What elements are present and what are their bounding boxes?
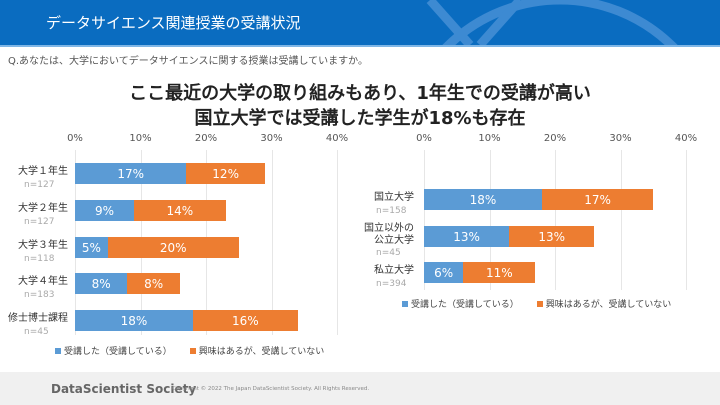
legend-swatch [536, 301, 543, 307]
category-label: 国立大学 [374, 192, 414, 203]
category-label: 大学４年生 [18, 276, 68, 287]
legend-swatch [189, 348, 196, 354]
bar-interested: 20% [107, 237, 239, 258]
gridline [555, 150, 556, 290]
gridline [620, 150, 622, 290]
legend-label: 興味はあるが、受講していない [545, 300, 672, 310]
bar-interested: 8% [127, 273, 180, 294]
legend-item: 受講した（受講している） [402, 297, 519, 310]
sample-size: n=127 [24, 180, 55, 190]
bar-took: 18% [75, 310, 193, 331]
x-tick-label: 40% [674, 133, 698, 144]
bar-took: 8% [75, 273, 128, 294]
gridline [489, 150, 491, 290]
header-divider [0, 45, 720, 47]
gridline [271, 150, 273, 335]
bar-interested: 12% [186, 163, 265, 184]
legend-swatch [55, 348, 61, 354]
bar-took: 13% [424, 226, 510, 247]
bar-interested: 16% [192, 310, 298, 331]
legend-label: 受講した（受講している） [64, 347, 172, 357]
headline-1: ここ最近の大学の取り組みもあり、1年生での受講が高い [129, 83, 591, 104]
bar-interested: 17% [541, 189, 654, 210]
category-label: 大学３年生 [18, 240, 68, 251]
bar-interested: 14% [133, 200, 226, 221]
legend-item: 興味はあるが、受講していない [189, 344, 325, 357]
legend-swatch [402, 301, 408, 307]
gridline [337, 150, 338, 335]
footer-copyright: Copyright © 2022 The Japan DataScientist… [172, 386, 370, 392]
header-banner: データサイエンス関連授業の受講状況 [0, 0, 720, 45]
legend: 受講した（受講している） 興味はあるが、受講していない [55, 344, 324, 357]
x-tick-label: 20% [543, 133, 567, 144]
bar-interested: 13% [509, 226, 595, 247]
headline-2: 国立大学では受講した学生が18%も存在 [194, 108, 526, 129]
category-label: 大学２年生 [18, 203, 68, 214]
sample-size: n=45 [24, 327, 49, 337]
x-tick-label: 20% [194, 133, 218, 144]
legend-item: 興味はあるが、受講していない [536, 297, 672, 310]
bar-took: 9% [75, 200, 134, 221]
x-tick-label: 30% [260, 133, 283, 144]
footer-brand: DataScientist Society [51, 382, 197, 396]
category-label: 国立以外の 公立大学 [364, 223, 414, 246]
page-title: データサイエンス関連授業の受講状況 [46, 14, 301, 32]
x-tick-label: 0% [67, 133, 83, 144]
gridline [424, 150, 425, 290]
legend: 受講した（受講している） 興味はあるが、受講していない [402, 297, 671, 310]
bar-took: 5% [75, 237, 108, 258]
x-tick-label: 40% [325, 133, 349, 144]
x-tick-label: 0% [416, 133, 432, 144]
footer: DataScientist Society Copyright © 2022 T… [0, 372, 720, 405]
sample-size: n=127 [24, 217, 55, 227]
category-label: 私立大学 [374, 265, 414, 276]
bar-took: 18% [424, 189, 542, 210]
category-label: 修士博士課程 [8, 313, 68, 324]
bar-took: 6% [424, 262, 464, 283]
x-tick-label: 10% [129, 133, 152, 144]
sample-size: n=45 [376, 248, 401, 258]
sample-size: n=394 [376, 279, 407, 289]
x-tick-label: 10% [478, 133, 501, 144]
sample-size: n=183 [24, 290, 55, 300]
gridline [686, 150, 687, 290]
legend-item: 受講した（受講している） [55, 344, 172, 357]
sample-size: n=158 [376, 206, 407, 216]
survey-question: Q.あなたは、大学においてデータサイエンスに関する授業は受講していますか。 [8, 56, 368, 67]
category-label: 大学１年生 [18, 166, 68, 177]
legend-label: 興味はあるが、受講していない [198, 347, 325, 357]
sample-size: n=118 [24, 254, 55, 264]
globe-decoration-icon [426, 0, 678, 45]
legend-label: 受講した（受講している） [411, 300, 519, 310]
x-tick-label: 30% [609, 133, 632, 144]
bar-interested: 11% [463, 262, 536, 283]
bar-took: 17% [75, 163, 187, 184]
